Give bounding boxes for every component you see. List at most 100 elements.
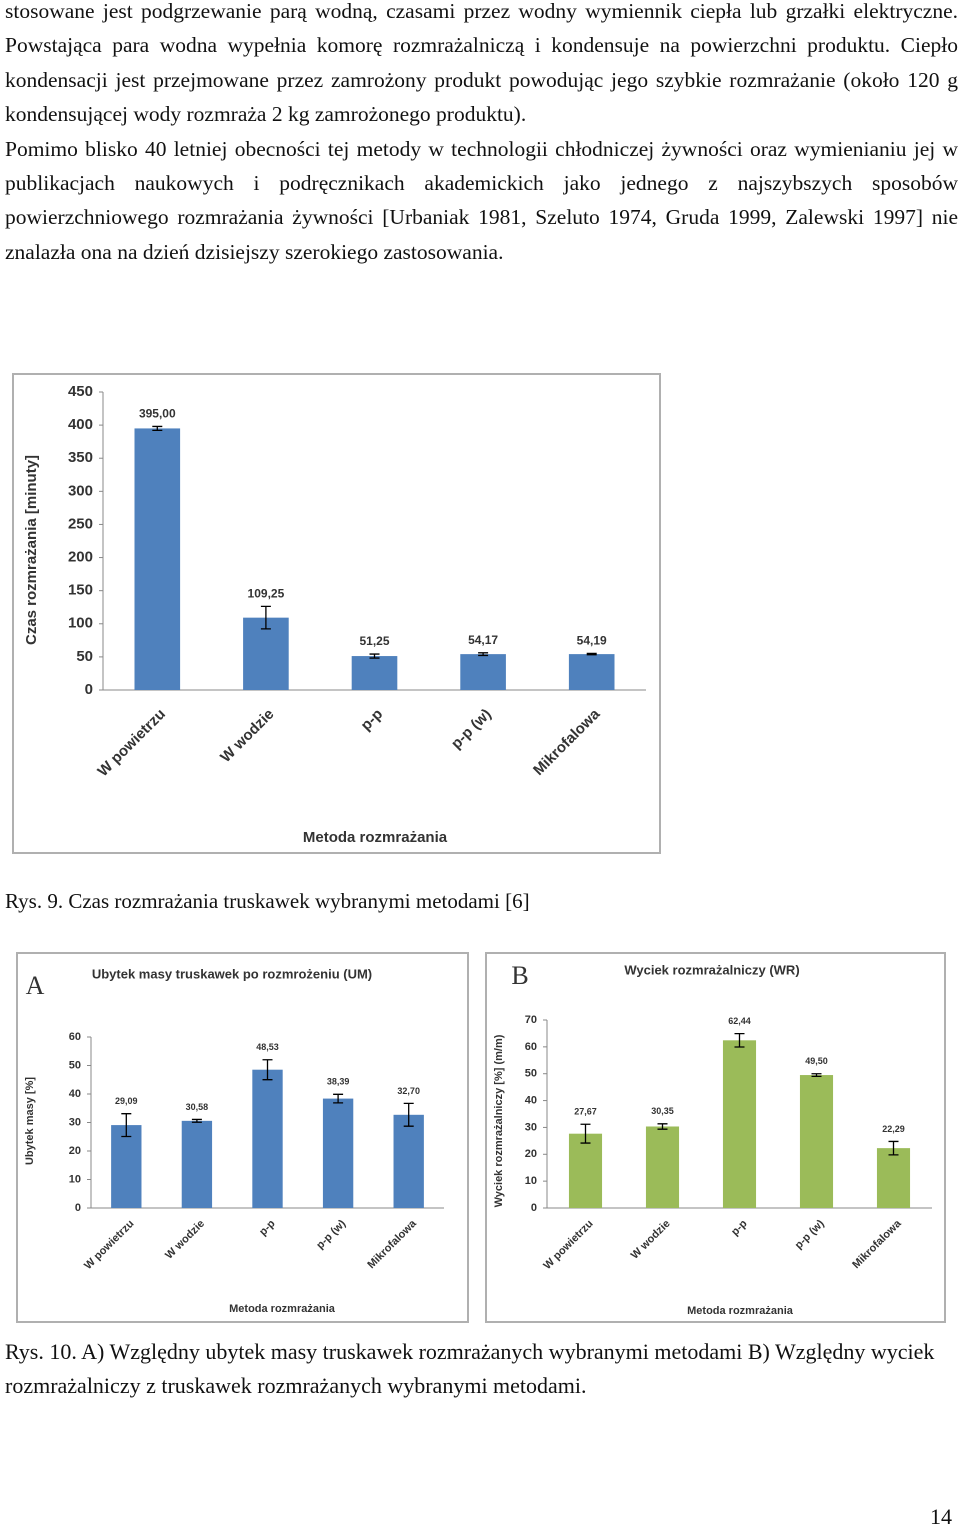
value-label: 30,58 [186, 1102, 209, 1112]
x-axis-label: Metoda rozmrażania [229, 1303, 336, 1315]
y-tick-label: 40 [69, 1088, 81, 1100]
chart-title: Ubytek masy truskawek po rozmrożeniu (UM… [92, 966, 372, 981]
y-tick-label: 20 [525, 1148, 537, 1160]
caption: Rys. 10. A) Względny ubytek masy truskaw… [5, 1339, 935, 1398]
y-tick-label: 10 [69, 1173, 81, 1185]
y-axis-label: Ubytek masy [%] [24, 1077, 36, 1165]
y-tick-label: 300 [68, 482, 93, 499]
error-bar [333, 1093, 344, 1104]
y-axis-label: Czas rozmrażania [minuty] [23, 455, 40, 645]
bar [351, 656, 398, 690]
chart-frame [16, 952, 469, 1323]
x-tick-label: W powietrzu [94, 706, 168, 780]
x-tick-label: p-p (w) [448, 706, 495, 753]
bar [181, 1120, 213, 1208]
x-tick-label: p-p (w) [793, 1217, 827, 1251]
y-tick-label: 350 [68, 449, 93, 466]
panel-letter: B [511, 961, 528, 990]
value-label: 22,29 [882, 1124, 905, 1134]
y-axis-label: Wyciek rozmrażalniczy [%] (m/m) [493, 1034, 505, 1207]
y-tick-label: 0 [531, 1202, 537, 1214]
value-label: 395,00 [139, 407, 176, 421]
error-bar [586, 652, 597, 656]
y-tick-label: 60 [69, 1031, 81, 1043]
x-tick-label: p-p [257, 1217, 278, 1238]
bar [799, 1075, 834, 1208]
bar [876, 1148, 911, 1208]
y-tick-label: 20 [69, 1145, 81, 1157]
y-tick-label: 0 [85, 681, 93, 698]
error-bar [262, 1059, 273, 1081]
error-bar [403, 1102, 414, 1127]
x-tick-label: Mikrofalowa [850, 1217, 904, 1271]
y-tick-label: 450 [68, 383, 93, 400]
value-label: 109,25 [248, 587, 285, 601]
x-axis-label: Metoda rozmrażania [303, 829, 448, 846]
error-bar [888, 1140, 899, 1156]
bar [393, 1114, 424, 1208]
chart-frame [12, 373, 661, 854]
error-bar [734, 1032, 745, 1048]
y-tick-label: 40 [525, 1094, 537, 1106]
error-bar [191, 1118, 202, 1123]
value-label: 62,44 [728, 1016, 751, 1026]
value-label: 49,50 [805, 1056, 828, 1066]
error-bar [369, 653, 380, 659]
y-tick-label: 10 [525, 1175, 537, 1187]
bar [568, 1133, 603, 1208]
value-label: 48,53 [256, 1042, 279, 1052]
bar [243, 617, 289, 690]
error-bar [260, 605, 271, 630]
bar [111, 1125, 142, 1208]
bar [645, 1126, 680, 1208]
x-tick-label: W powietrzu [541, 1218, 595, 1272]
y-tick-label: 50 [525, 1068, 537, 1080]
value-label: 51,25 [359, 634, 389, 648]
value-label: 38,39 [327, 1077, 350, 1087]
bar [568, 654, 615, 690]
y-tick-label: 250 [68, 515, 93, 532]
bar [322, 1098, 354, 1208]
value-label: 30,35 [651, 1106, 674, 1116]
y-tick-label: 50 [76, 648, 93, 665]
x-tick-label: W wodzie [217, 706, 277, 766]
value-label: 32,70 [397, 1086, 420, 1096]
x-tick-label: p-p [729, 1217, 750, 1238]
chart-frame [485, 952, 946, 1323]
x-tick-label: Mikrofalowa [530, 705, 604, 779]
x-tick-label: p-p (w) [314, 1217, 348, 1251]
y-tick-label: 30 [525, 1121, 537, 1133]
x-tick-label: W wodzie [163, 1218, 207, 1262]
text-block: stosowane jest podgrzewanie parą wodną, … [5, 0, 958, 269]
paragraph: stosowane jest podgrzewanie parą wodną, … [5, 0, 958, 127]
bar [460, 654, 506, 690]
value-label: 54,19 [577, 634, 607, 648]
error-bar [478, 652, 489, 657]
bar [722, 1040, 757, 1208]
x-tick-label: p-p [358, 706, 387, 735]
y-tick-label: 400 [68, 416, 93, 433]
x-tick-label: Mikrofalowa [365, 1217, 419, 1271]
y-tick-label: 100 [68, 615, 93, 632]
bar [134, 428, 181, 690]
error-bar [152, 425, 163, 432]
y-tick-label: 60 [525, 1041, 537, 1053]
caption: Rys. 9. Czas rozmrażania truskawek wybra… [5, 889, 530, 913]
y-tick-label: 70 [525, 1014, 537, 1026]
x-tick-label: W powietrzu [82, 1218, 136, 1272]
y-tick-label: 30 [69, 1116, 81, 1128]
chart-title: Wyciek rozmrażalniczy (WR) [624, 962, 799, 977]
error-bar [121, 1113, 132, 1138]
y-tick-label: 0 [75, 1202, 81, 1214]
error-bar [580, 1123, 591, 1144]
error-bar [811, 1073, 822, 1078]
y-tick-label: 150 [68, 582, 93, 599]
value-label: 27,67 [574, 1107, 597, 1117]
value-label: 29,09 [115, 1096, 138, 1106]
bar [252, 1069, 283, 1208]
page-number: 14 [930, 1504, 952, 1529]
x-axis-label: Metoda rozmrażania [687, 1305, 794, 1317]
paragraph: Pomimo blisko 40 letniej obecności tej m… [5, 136, 958, 264]
